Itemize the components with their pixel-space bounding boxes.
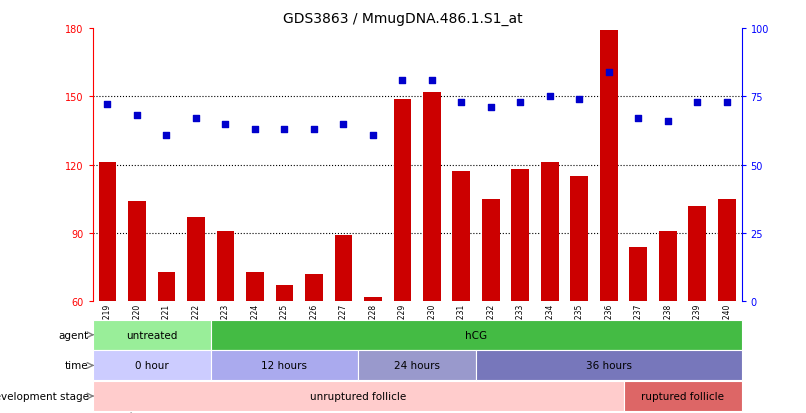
Point bbox=[514, 99, 527, 106]
Point bbox=[131, 113, 143, 119]
Text: unruptured follicle: unruptured follicle bbox=[310, 391, 406, 401]
Bar bbox=[93, 320, 210, 350]
Point bbox=[721, 99, 733, 106]
Point bbox=[278, 126, 291, 133]
Bar bbox=[476, 351, 742, 380]
Text: untreated: untreated bbox=[126, 330, 177, 340]
Point bbox=[337, 121, 350, 128]
Text: GDS3863 / MmugDNA.486.1.S1_at: GDS3863 / MmugDNA.486.1.S1_at bbox=[283, 12, 523, 26]
Text: 36 hours: 36 hours bbox=[586, 361, 632, 370]
Bar bbox=[334, 235, 352, 301]
Bar bbox=[624, 381, 742, 411]
Bar bbox=[688, 206, 706, 301]
Bar bbox=[305, 274, 322, 301]
Point bbox=[543, 94, 556, 100]
Bar bbox=[217, 231, 235, 301]
Point bbox=[101, 102, 114, 109]
Bar bbox=[157, 272, 175, 301]
Bar bbox=[93, 412, 102, 413]
Bar bbox=[512, 170, 530, 301]
Bar bbox=[276, 286, 293, 301]
Text: hCG: hCG bbox=[465, 330, 487, 340]
Point bbox=[219, 121, 232, 128]
Bar bbox=[629, 247, 647, 301]
Point bbox=[455, 99, 467, 106]
Point bbox=[632, 116, 645, 122]
Point bbox=[248, 126, 261, 133]
Bar bbox=[93, 351, 210, 380]
Point bbox=[189, 116, 202, 122]
Text: 0 hour: 0 hour bbox=[135, 361, 168, 370]
Text: 12 hours: 12 hours bbox=[261, 361, 307, 370]
Point bbox=[602, 69, 615, 76]
Point bbox=[396, 77, 409, 84]
Point bbox=[367, 132, 380, 138]
Point bbox=[426, 77, 438, 84]
Point bbox=[573, 97, 586, 103]
Bar bbox=[600, 31, 617, 301]
Bar bbox=[541, 163, 559, 301]
Text: count: count bbox=[107, 411, 135, 413]
Bar bbox=[358, 351, 476, 380]
Bar bbox=[128, 202, 146, 301]
Bar bbox=[393, 99, 411, 301]
Bar bbox=[571, 176, 588, 301]
Bar bbox=[93, 381, 624, 411]
Point bbox=[160, 132, 172, 138]
Point bbox=[662, 118, 675, 125]
Bar bbox=[98, 163, 116, 301]
Bar bbox=[423, 93, 441, 301]
Bar bbox=[210, 351, 358, 380]
Bar bbox=[452, 172, 470, 301]
Point bbox=[307, 126, 320, 133]
Bar bbox=[364, 297, 382, 301]
Text: ruptured follicle: ruptured follicle bbox=[641, 391, 724, 401]
Bar bbox=[718, 199, 736, 301]
Text: time: time bbox=[65, 361, 89, 370]
Bar bbox=[210, 320, 742, 350]
Text: agent: agent bbox=[59, 330, 89, 340]
Bar bbox=[246, 272, 264, 301]
Bar bbox=[187, 217, 205, 301]
Point bbox=[484, 104, 497, 111]
Bar bbox=[659, 231, 676, 301]
Bar bbox=[482, 199, 500, 301]
Point bbox=[691, 99, 704, 106]
Text: development stage: development stage bbox=[0, 391, 89, 401]
Text: 24 hours: 24 hours bbox=[394, 361, 440, 370]
